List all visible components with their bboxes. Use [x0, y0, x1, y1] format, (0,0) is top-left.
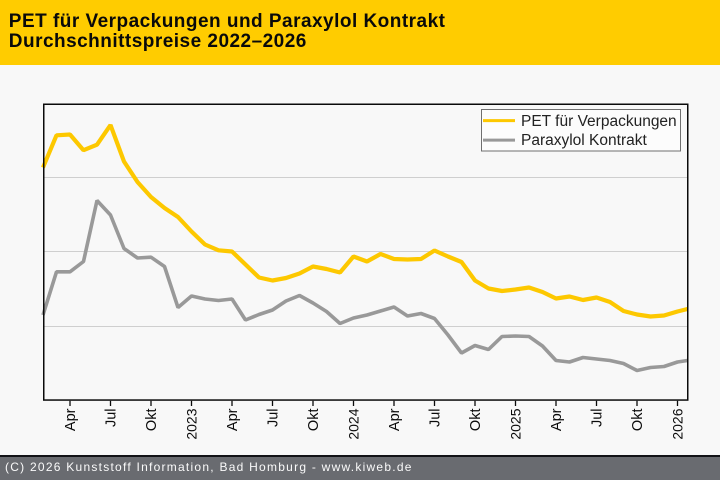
svg-text:Okt: Okt: [468, 409, 484, 432]
svg-text:Jul: Jul: [428, 409, 444, 428]
svg-text:Paraxylol Kontrakt: Paraxylol Kontrakt: [521, 132, 647, 149]
svg-text:Okt: Okt: [144, 409, 160, 432]
svg-text:Apr: Apr: [225, 408, 241, 431]
svg-text:Okt: Okt: [630, 409, 646, 432]
svg-text:Apr: Apr: [387, 408, 403, 431]
svg-text:Okt: Okt: [306, 409, 322, 432]
svg-text:2023: 2023: [184, 408, 200, 439]
svg-text:Apr: Apr: [549, 408, 565, 431]
svg-text:2024: 2024: [346, 408, 362, 439]
svg-text:Jul: Jul: [266, 409, 282, 428]
svg-text:Jul: Jul: [104, 409, 120, 428]
svg-text:2025: 2025: [508, 408, 524, 439]
svg-text:Jul: Jul: [590, 409, 606, 428]
svg-text:Apr: Apr: [63, 408, 79, 431]
svg-text:2026: 2026: [670, 408, 686, 439]
svg-text:PET für Verpackungen: PET für Verpackungen: [521, 113, 677, 130]
